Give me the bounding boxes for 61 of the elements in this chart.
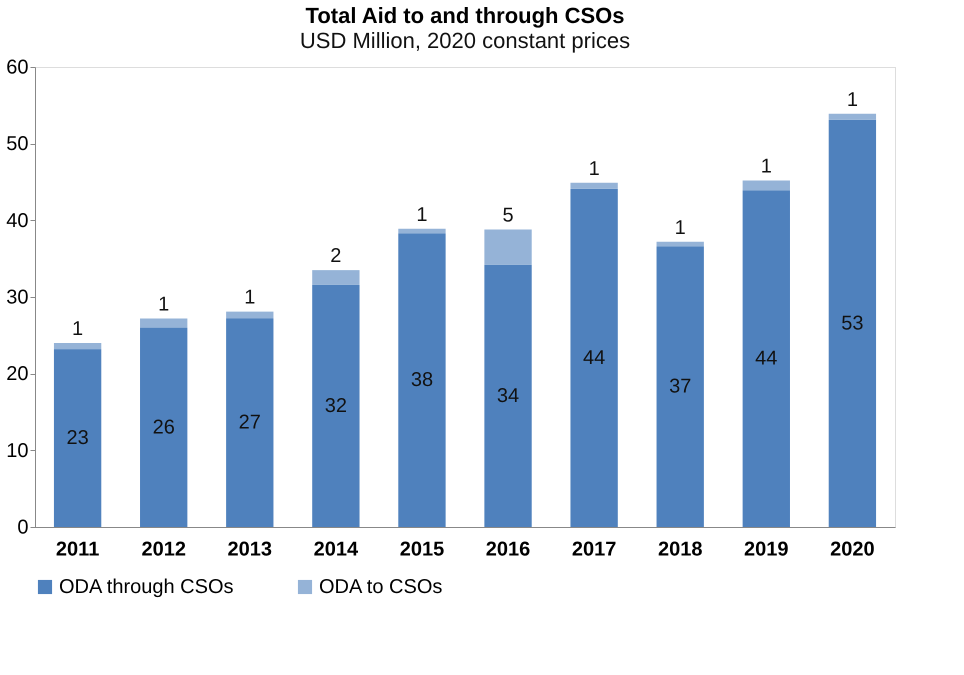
- bar: [226, 312, 274, 318]
- bar: [656, 246, 704, 527]
- data-label: 44: [755, 348, 778, 370]
- bar: [828, 120, 876, 527]
- data-label: 2: [330, 245, 342, 268]
- data-label: 1: [416, 204, 428, 226]
- bar: [312, 270, 360, 285]
- data-label: 27: [238, 412, 261, 434]
- data-label: 1: [72, 318, 84, 340]
- legend-label: ODA through CSOs: [59, 576, 234, 598]
- x-tick-label: 2016: [486, 538, 530, 560]
- y-tick-label: 10: [6, 440, 28, 462]
- bar: [54, 343, 102, 350]
- bar: [828, 114, 876, 120]
- data-label: 38: [410, 369, 434, 392]
- x-tick-label: 2019: [744, 538, 789, 560]
- x-tick-label: 2015: [400, 538, 444, 560]
- data-label: 5: [502, 204, 514, 227]
- bar: [398, 233, 446, 527]
- legend-label: ODA to CSOs: [319, 576, 442, 598]
- x-tick-label: 2018: [658, 538, 702, 560]
- x-tick-label: 2013: [228, 538, 272, 560]
- data-label: 44: [583, 346, 606, 369]
- data-label: 1: [674, 216, 686, 239]
- y-tick-label: 20: [6, 363, 28, 386]
- y-tick-label: 30: [6, 286, 28, 308]
- data-label: 26: [152, 416, 175, 438]
- x-tick-label: 2011: [56, 538, 100, 560]
- bar: [226, 318, 274, 527]
- data-label: 32: [324, 394, 347, 417]
- y-tick-label: 60: [6, 56, 28, 78]
- data-label: 1: [760, 155, 772, 178]
- data-label: 1: [588, 158, 600, 180]
- data-label: 1: [846, 88, 858, 111]
- data-label: 1: [244, 286, 256, 309]
- bar: [742, 180, 790, 190]
- data-label: 53: [841, 312, 864, 334]
- bar: [312, 284, 360, 527]
- bar: [54, 349, 102, 527]
- bar: [570, 182, 618, 189]
- x-tick-label: 2020: [830, 538, 875, 560]
- chart-subtitle: USD Million, 2020 constant prices: [300, 28, 630, 53]
- bar: [742, 190, 790, 527]
- bar: [140, 318, 188, 328]
- bar: [140, 328, 188, 527]
- data-label: 23: [66, 427, 89, 450]
- bar: [656, 242, 704, 246]
- y-tick-label: 0: [17, 516, 28, 538]
- bar: [398, 228, 446, 234]
- y-tick-label: 50: [6, 133, 28, 156]
- x-tick-label: 2012: [141, 538, 186, 560]
- y-tick-label: 40: [6, 210, 28, 232]
- bar: [570, 188, 618, 527]
- x-tick-label: 2014: [314, 538, 359, 560]
- x-tick-label: 2017: [572, 538, 616, 560]
- data-label: 34: [496, 384, 520, 407]
- data-label: 1: [158, 293, 170, 316]
- bar: [484, 230, 532, 265]
- data-label: 37: [669, 376, 692, 398]
- bar: [484, 264, 532, 527]
- chart-title: Total Aid to and through CSOs: [306, 3, 624, 28]
